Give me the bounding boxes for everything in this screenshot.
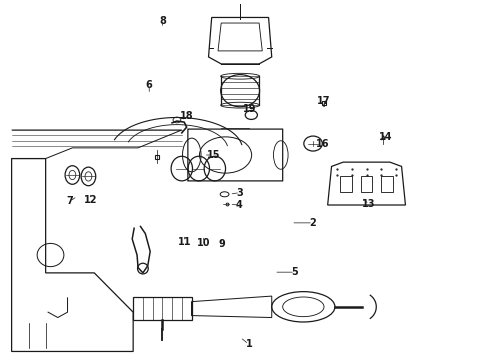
Text: 15: 15 xyxy=(207,150,220,160)
Text: 10: 10 xyxy=(197,238,210,248)
Text: 6: 6 xyxy=(146,80,152,90)
Text: 16: 16 xyxy=(316,139,330,149)
Text: 19: 19 xyxy=(243,104,257,113)
Text: 2: 2 xyxy=(310,218,317,228)
Text: 7: 7 xyxy=(67,197,74,206)
Text: 14: 14 xyxy=(379,132,393,142)
Text: 5: 5 xyxy=(292,267,298,277)
Bar xyxy=(361,176,372,192)
Text: 18: 18 xyxy=(180,111,194,121)
Bar xyxy=(341,176,352,192)
Text: 17: 17 xyxy=(317,96,331,107)
Text: 1: 1 xyxy=(245,339,252,349)
Text: 12: 12 xyxy=(84,195,97,204)
Text: 8: 8 xyxy=(159,16,166,26)
Text: 13: 13 xyxy=(362,199,376,209)
Bar xyxy=(381,176,392,192)
Text: 11: 11 xyxy=(178,237,192,247)
Text: 3: 3 xyxy=(237,188,244,198)
Bar xyxy=(133,297,192,320)
Text: 9: 9 xyxy=(218,239,225,249)
Text: 4: 4 xyxy=(236,200,243,210)
